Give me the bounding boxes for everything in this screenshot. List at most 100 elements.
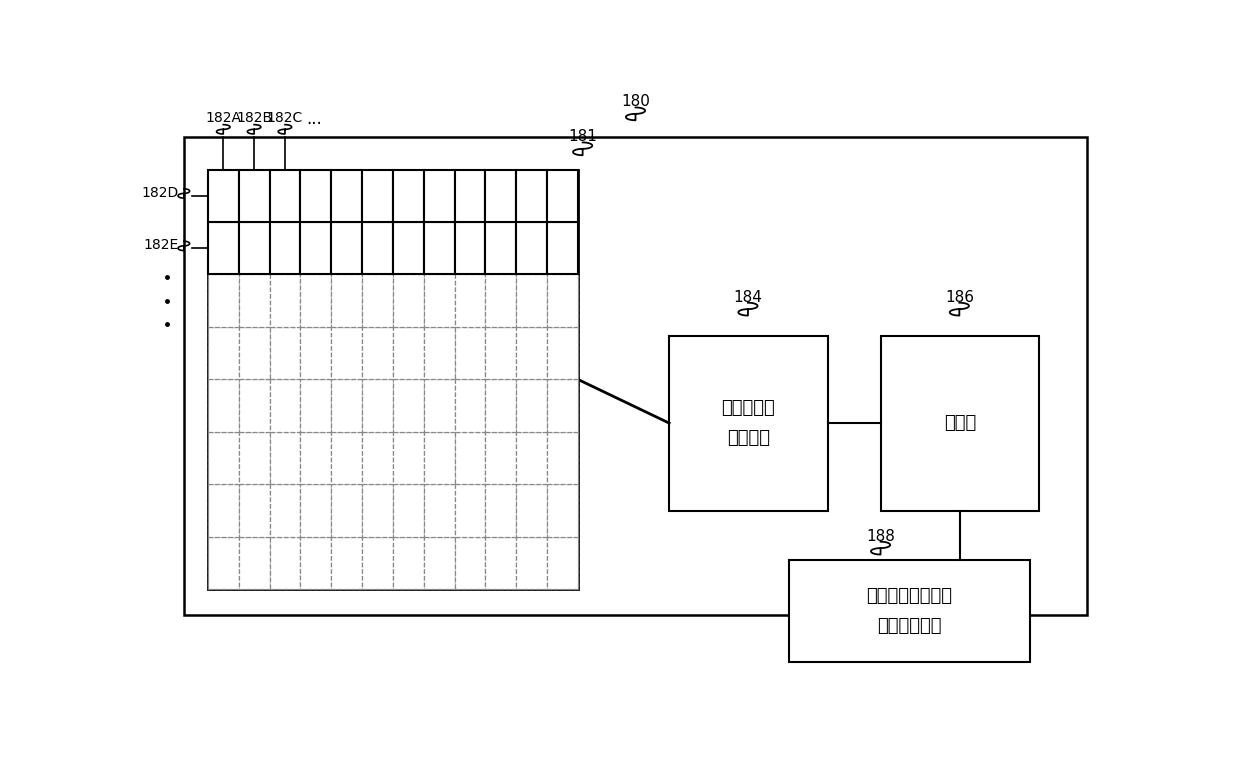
Bar [300,222,331,275]
Bar [547,379,578,431]
Bar [269,275,300,327]
Bar [208,537,238,589]
Bar [455,275,485,327]
Bar [184,138,1087,615]
Bar [331,379,362,431]
Bar [362,327,393,379]
Bar [331,275,362,327]
Bar [516,484,547,537]
Bar [455,222,485,275]
Bar [300,327,331,379]
Bar [424,431,455,484]
Bar [424,379,455,431]
Bar [269,379,300,431]
Bar [393,431,424,484]
Bar [516,537,547,589]
Bar [208,170,238,222]
Bar [670,335,828,510]
Bar [362,431,393,484]
Bar [238,537,269,589]
Bar [238,170,269,222]
Bar [516,222,547,275]
Bar [269,484,300,537]
Bar [393,537,424,589]
Text: 186: 186 [945,290,973,305]
Bar [424,484,455,537]
Bar [331,537,362,589]
Bar [331,431,362,484]
Bar [208,327,238,379]
Bar [455,431,485,484]
Bar [455,537,485,589]
Text: ...: ... [306,110,322,128]
Bar [269,327,300,379]
Bar [424,537,455,589]
Text: 182C: 182C [267,111,303,125]
Bar [300,170,331,222]
Bar [516,431,547,484]
Bar [269,170,300,222]
Bar [485,484,516,537]
Bar [485,222,516,275]
Bar [485,379,516,431]
Text: 188: 188 [866,528,895,544]
Bar [516,379,547,431]
Bar [300,431,331,484]
Bar [547,275,578,327]
Text: 处理器: 处理器 [944,414,976,432]
Bar [424,222,455,275]
Bar [238,222,269,275]
Bar [331,222,362,275]
Bar [455,327,485,379]
Bar [393,379,424,431]
Bar [789,560,1029,662]
Bar [393,170,424,222]
Bar [362,537,393,589]
Bar [362,484,393,537]
Bar [485,170,516,222]
Text: 182A: 182A [206,111,242,125]
Bar [331,170,362,222]
Bar [208,431,238,484]
Bar [516,275,547,327]
Bar [485,275,516,327]
Bar [238,327,269,379]
Bar [208,379,238,431]
Bar [300,379,331,431]
Bar [269,431,300,484]
Text: 指纹传感器
控制电路: 指纹传感器 控制电路 [722,400,775,447]
Bar [393,484,424,537]
Bar [269,537,300,589]
Bar [516,170,547,222]
Text: 计算机处理器控制
的设备或系统: 计算机处理器控制 的设备或系统 [867,587,952,634]
Bar [238,484,269,537]
Bar [547,327,578,379]
Bar [547,431,578,484]
Bar [547,484,578,537]
Text: 180: 180 [621,95,650,110]
Text: 181: 181 [568,129,598,145]
Bar [331,327,362,379]
Bar [393,275,424,327]
Bar [300,484,331,537]
Text: 184: 184 [734,290,763,305]
Bar [300,275,331,327]
Bar [547,537,578,589]
Bar [424,170,455,222]
Bar [208,484,238,537]
Bar [208,170,578,589]
Bar [393,327,424,379]
Bar [238,275,269,327]
Bar [424,327,455,379]
Bar [455,484,485,537]
Bar [362,275,393,327]
Bar [485,537,516,589]
Bar [393,222,424,275]
Bar [424,275,455,327]
Bar [300,537,331,589]
Text: 182E: 182E [144,238,179,252]
Bar [516,327,547,379]
Text: 182B: 182B [236,111,272,125]
Bar [880,335,1039,510]
Bar [455,379,485,431]
